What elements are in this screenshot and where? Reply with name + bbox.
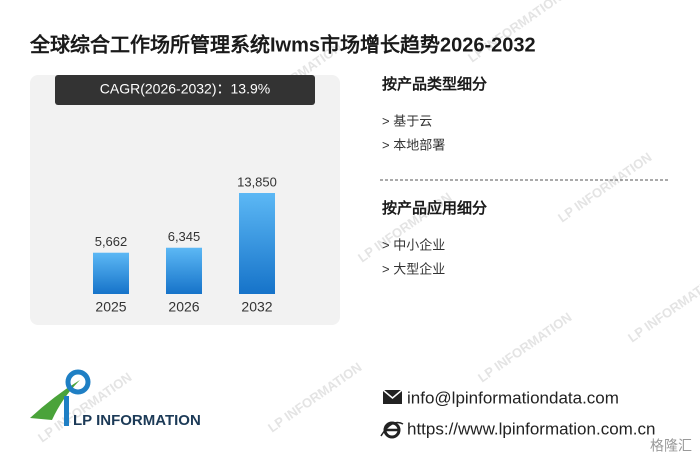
segment-heading: 按产品应用细分 [382, 199, 487, 217]
title: 全球综合工作场所管理系统Iwms市场增长趋势2026-2032 [29, 32, 536, 56]
x-tick-label: 2026 [168, 299, 199, 315]
segment-item: > 基于云 [382, 113, 432, 128]
watermark: LP INFORMATION [265, 359, 364, 435]
logo: LP INFORMATION [30, 369, 201, 429]
corner-mark: 格隆汇 [650, 438, 692, 454]
segment-item: > 本地部署 [382, 137, 445, 152]
value-label: 5,662 [95, 234, 128, 249]
watermark: LP INFORMATION [625, 269, 700, 345]
email: info@lpinformationdata.com [407, 388, 619, 407]
web-icon [380, 421, 404, 439]
logo-ring [65, 369, 91, 395]
watermark: LP INFORMATION [555, 149, 654, 225]
logo-bar [64, 396, 69, 426]
bar-chart: 5,662 2025 6,345 2026 13,850 2032 [93, 174, 277, 315]
x-tick-label: 2025 [95, 299, 126, 315]
logo-swoosh [30, 380, 80, 420]
bar [93, 252, 129, 294]
cagr-label: CAGR(2026-2032)：13.9% [100, 81, 270, 97]
watermark: LP INFORMATION [475, 309, 574, 385]
segment-heading: 按产品类型细分 [382, 75, 487, 93]
segment-item: > 中小企业 [382, 237, 445, 252]
x-tick-label: 2032 [241, 299, 272, 315]
logo-text: LP INFORMATION [73, 412, 201, 429]
email-icon [382, 389, 403, 404]
bar [166, 247, 202, 294]
value-label: 13,850 [237, 174, 277, 189]
bar [239, 193, 275, 294]
segment-item: > 大型企业 [382, 261, 445, 276]
value-label: 6,345 [168, 229, 201, 244]
cagr-badge [55, 75, 315, 105]
website: https://www.lpinformation.com.cn [407, 419, 655, 438]
